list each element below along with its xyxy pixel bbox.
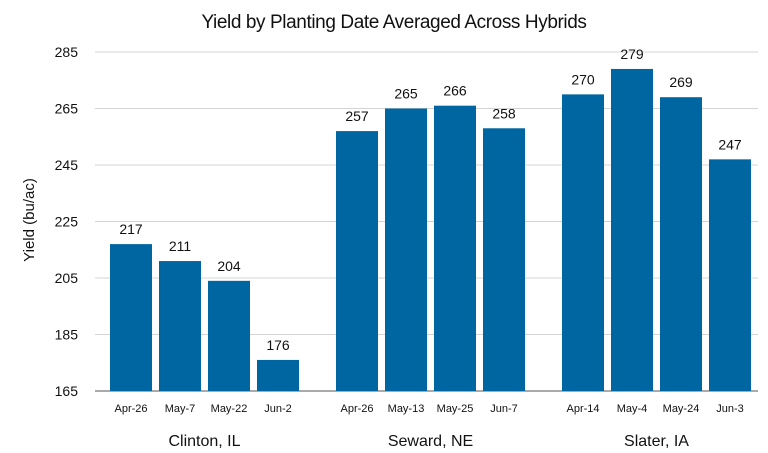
bar <box>611 68 653 391</box>
data-label: 257 <box>345 108 369 124</box>
group-label: Clinton, IL <box>168 433 240 450</box>
data-label: 258 <box>492 105 516 121</box>
data-label: 265 <box>394 86 418 102</box>
y-tick-label: 185 <box>55 327 79 343</box>
y-tick-label: 245 <box>55 157 79 173</box>
bar <box>257 359 299 391</box>
data-label: 270 <box>571 71 595 87</box>
x-tick-label: Jun-3 <box>716 403 744 415</box>
x-tick-label: May-13 <box>388 403 425 415</box>
data-label: 279 <box>620 46 644 62</box>
x-tick-label: May-24 <box>663 403 700 415</box>
data-label: 266 <box>443 83 467 99</box>
group-label: Seward, NE <box>388 433 473 450</box>
chart-title: Yield by Planting Date Averaged Across H… <box>201 12 586 33</box>
bar <box>709 159 751 391</box>
group-labels: Clinton, IL Seward, NE Slater, IA <box>168 433 689 450</box>
y-axis-label: Yield (bu/ac) <box>21 178 38 262</box>
bar <box>660 97 702 391</box>
y-tick-label: 225 <box>55 214 79 230</box>
x-tick-label: May-25 <box>437 403 474 415</box>
data-label: 176 <box>266 337 290 353</box>
bar <box>208 280 250 391</box>
y-tick-label: 285 <box>55 44 79 60</box>
data-label: 204 <box>217 258 241 274</box>
x-tick-label: May-4 <box>617 403 648 415</box>
data-label: 269 <box>669 74 693 90</box>
y-tick-label: 205 <box>55 270 79 286</box>
x-tick-label: Apr-26 <box>114 403 147 415</box>
group-label: Slater, IA <box>624 433 689 450</box>
y-axis-ticks: 165 185 205 225 245 265 285 <box>55 44 79 399</box>
data-label: 247 <box>718 136 742 152</box>
x-axis-ticks: Apr-26 May-7 May-22 Jun-2 Apr-26 May-13 May-25… <box>114 403 743 415</box>
bar <box>159 261 201 391</box>
bars: 217 211 204 176 257 265 266 258 270 279 269 247 <box>110 46 751 392</box>
bar <box>562 94 604 391</box>
x-tick-label: Apr-14 <box>566 403 599 415</box>
x-tick-label: May-7 <box>165 403 196 415</box>
data-label: 211 <box>169 238 192 254</box>
bar <box>434 105 476 392</box>
data-label: 217 <box>119 221 143 237</box>
y-tick-label: 165 <box>55 383 79 399</box>
bar <box>110 244 152 391</box>
x-tick-label: Jun-7 <box>490 403 518 415</box>
bar <box>336 131 378 391</box>
x-tick-label: Apr-26 <box>340 403 373 415</box>
bar <box>385 108 427 391</box>
x-tick-label: Jun-2 <box>264 403 292 415</box>
bar <box>483 128 525 391</box>
y-tick-label: 265 <box>55 101 79 117</box>
x-tick-label: May-22 <box>211 403 248 415</box>
